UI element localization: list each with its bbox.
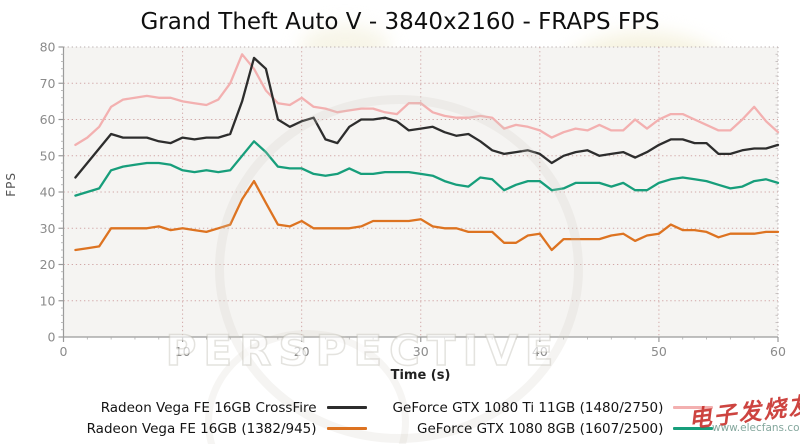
legend-item: Radeon Vega FE 16GB (1382/945) — [87, 419, 367, 438]
legend-item: GeForce GTX 1080 Ti 11GB (1480/2750) — [393, 398, 714, 417]
x-tick-label: 0 — [60, 344, 68, 359]
x-tick-label: 60 — [770, 344, 786, 359]
y-axis-label: FPS — [4, 172, 18, 197]
chart-title: Grand Theft Auto V - 3840x2160 - FRAPS F… — [140, 9, 660, 35]
legend-swatch-pink — [673, 406, 714, 409]
legend-label: Radeon Vega FE 16GB (1382/945) — [86, 420, 317, 437]
legend: Radeon Vega FE 16GB CrossFire Radeon Veg… — [0, 398, 800, 438]
y-tick-label: 60 — [40, 112, 56, 127]
plot-area: 0 10 20 30 40 50 60 70 80 0 10 20 30 40 50 60 — [40, 40, 786, 360]
x-tick-label: 50 — [651, 344, 667, 359]
legend-swatch-black — [326, 406, 367, 409]
legend-label: GeForce GTX 1080 8GB (1607/2500) — [417, 420, 664, 437]
series-line-1 — [74, 179, 780, 252]
legend-label: GeForce GTX 1080 Ti 11GB (1480/2750) — [392, 399, 664, 416]
y-tick-label: 20 — [40, 257, 56, 272]
x-tick-label: 40 — [532, 344, 548, 359]
series-line-0 — [74, 56, 780, 179]
legend-column-left: Radeon Vega FE 16GB CrossFire Radeon Veg… — [87, 398, 367, 438]
y-tick-label: 50 — [40, 148, 56, 163]
series-line-3 — [74, 140, 780, 197]
y-tick-label: 0 — [48, 330, 56, 345]
y-tick-label: 70 — [40, 76, 56, 91]
x-tick-label: 30 — [413, 344, 429, 359]
series-line-2 — [74, 53, 780, 147]
y-tick-label: 10 — [40, 293, 56, 308]
legend-column-right: GeForce GTX 1080 Ti 11GB (1480/2750) GeF… — [393, 398, 714, 438]
x-axis-label: Time (s) — [390, 368, 451, 383]
legend-swatch-teal — [673, 427, 714, 430]
legend-item: Radeon Vega FE 16GB CrossFire — [87, 398, 367, 417]
y-tick-label: 40 — [40, 185, 56, 200]
y-tick-label: 80 — [40, 40, 56, 55]
legend-label: Radeon Vega FE 16GB CrossFire — [100, 399, 317, 416]
legend-swatch-orange — [326, 427, 367, 430]
x-tick-label: 20 — [294, 344, 310, 359]
x-tick-label: 10 — [175, 344, 191, 359]
legend-item: GeForce GTX 1080 8GB (1607/2500) — [393, 419, 714, 438]
y-tick-label: 30 — [40, 221, 56, 236]
